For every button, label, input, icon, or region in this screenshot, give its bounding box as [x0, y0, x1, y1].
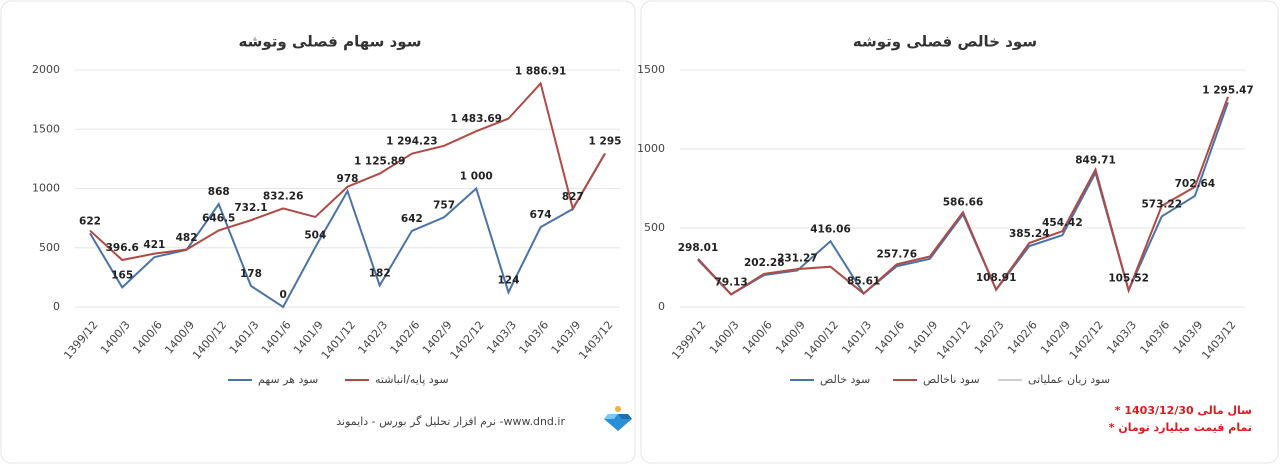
- data-label: 827: [562, 191, 584, 203]
- data-label: 421: [143, 239, 165, 251]
- note: * سال مالی 1403/12/30: [1115, 404, 1252, 417]
- data-label: 573.22: [1141, 198, 1182, 210]
- data-label: 978: [337, 173, 359, 185]
- y-tick-label: 0: [53, 300, 60, 313]
- data-label: 1 125.89: [354, 156, 405, 168]
- y-tick-label: 1500: [637, 63, 665, 76]
- data-label: 674: [530, 209, 552, 221]
- credit: نرم افزار تحلیل گر بورس - دایموند -www.d…: [336, 415, 565, 428]
- y-tick-label: 1500: [32, 122, 60, 135]
- data-label: 257.76: [876, 248, 917, 260]
- data-label: 1 483.69: [451, 113, 502, 125]
- panel: [640, 0, 1279, 464]
- data-label: 178: [240, 268, 262, 280]
- data-label: 642: [401, 213, 423, 225]
- y-tick-label: 500: [644, 221, 665, 234]
- data-label: 1 295: [589, 136, 622, 148]
- data-label: 231.27: [777, 252, 818, 264]
- logo: [604, 406, 632, 431]
- data-label: 396.6: [106, 242, 139, 254]
- data-label: 79.13: [715, 276, 748, 288]
- data-label: 454.42: [1042, 217, 1083, 229]
- data-label: 416.06: [810, 223, 851, 235]
- note: * تمام قیمت میلیارد تومان: [1109, 421, 1252, 434]
- data-label: 832.26: [263, 190, 304, 202]
- data-label: 849.71: [1075, 155, 1116, 167]
- legend-label: سود خالص: [820, 373, 870, 386]
- data-label: 124: [497, 274, 519, 286]
- data-label: 622: [79, 215, 101, 227]
- data-label: 504: [304, 229, 326, 241]
- data-label: 385.24: [1009, 228, 1050, 240]
- data-label: 1 000: [460, 171, 493, 183]
- chart-title: سود سهام فصلی وتوشه: [239, 33, 422, 51]
- y-tick-label: 2000: [32, 63, 60, 76]
- data-label: 1 295.47: [1202, 84, 1253, 96]
- data-label: 182: [369, 267, 391, 279]
- data-label: 298.01: [678, 242, 719, 254]
- legend-label: سود پایه/انباشته: [375, 373, 449, 386]
- data-label: 646.5: [202, 212, 235, 224]
- legend-label: سود زیان عملیاتی: [1028, 373, 1110, 386]
- series-line: [697, 96, 1229, 296]
- series-line: [89, 153, 606, 309]
- series-line: [89, 81, 606, 262]
- chart-title: سود خالص فصلی وتوشه: [853, 33, 1037, 51]
- legend-label: سود ناخالص: [923, 373, 980, 386]
- data-label: 108.91: [976, 272, 1017, 284]
- data-label: 702.64: [1175, 178, 1216, 190]
- data-label: 105.52: [1108, 272, 1149, 284]
- data-label: 732.1: [234, 202, 267, 214]
- data-label: 1 886.91: [515, 65, 566, 77]
- y-tick-label: 1000: [637, 142, 665, 155]
- panel: [0, 0, 636, 464]
- data-label: 202.28: [744, 257, 785, 269]
- legend-label: سود هر سهم: [258, 373, 318, 386]
- data-label: 757: [433, 199, 455, 211]
- y-tick-label: 1000: [32, 182, 60, 195]
- data-label: 482: [176, 232, 198, 244]
- data-label: 0: [279, 289, 286, 301]
- data-label: 868: [208, 186, 230, 198]
- data-label: 1 294.23: [386, 136, 437, 148]
- data-label: 586.66: [943, 196, 984, 208]
- y-tick-label: 0: [658, 300, 665, 313]
- y-tick-label: 500: [39, 241, 60, 254]
- data-label: 85.61: [847, 275, 880, 287]
- data-label: 165: [111, 269, 133, 281]
